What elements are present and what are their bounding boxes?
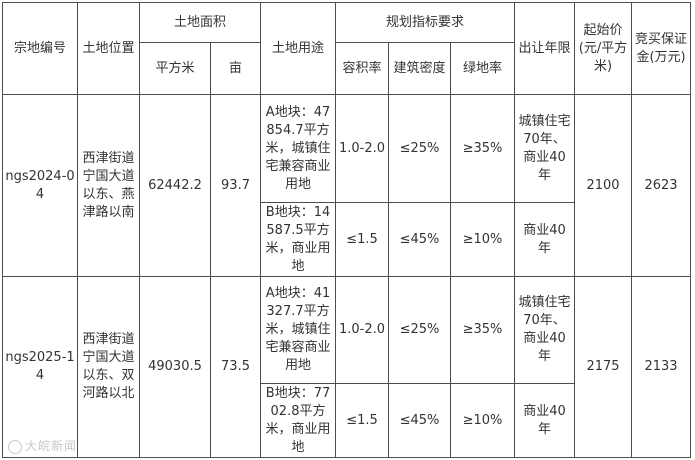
- plot-far: ≤1.5: [335, 202, 390, 277]
- header-start-price: 起始价(元/平方米): [574, 2, 633, 95]
- watermark-text: 大皖新闻: [25, 439, 78, 453]
- start-price: 2175: [574, 276, 633, 458]
- plot-use: A地块：41327.7平方米，城镇住宅兼容商业用地: [260, 276, 337, 384]
- area-sqm: 49030.5: [139, 276, 211, 458]
- plot-far: ≤1.5: [335, 383, 390, 458]
- header-area: 土地面积: [138, 2, 262, 43]
- plot-term: 商业40年: [514, 202, 576, 277]
- table-row: ngs2024-04 西津街道宁国大道以东、燕津路以南 62442.2 93.7…: [2, 94, 692, 277]
- deposit: 2133: [631, 276, 692, 458]
- watermark-logo-icon: [8, 439, 22, 454]
- plot-term: 城镇住宅70年、商业40年: [514, 276, 576, 384]
- watermark: 大皖新闻: [8, 437, 77, 454]
- header-mu: 亩: [209, 42, 262, 95]
- plot-use: A地块：47854.7平方米，城镇住宅兼容商业用地: [260, 94, 337, 203]
- plot-far: 1.0-2.0: [335, 276, 390, 384]
- deposit: 2623: [631, 94, 692, 277]
- plot-green: ≥35%: [450, 276, 516, 384]
- area-mu: 93.7: [209, 94, 262, 277]
- plot-use: B地块：14587.5平方米，商业用地: [260, 202, 337, 277]
- plot-term: 城镇住宅70年、商业40年: [514, 94, 576, 203]
- plot-density: ≤25%: [388, 276, 452, 384]
- parcel-no: ngs2025-14: [2, 276, 78, 458]
- header-planning: 规划指标要求: [335, 2, 516, 43]
- header-deposit: 竞买保证金(万元): [631, 2, 692, 95]
- header-parcel-no: 宗地编号: [2, 2, 78, 95]
- table-row: ngs2025-14 西津街道宁国大道以东、双河路以北 49030.5 73.5…: [2, 276, 692, 458]
- parcel-location: 西津街道宁国大道以东、双河路以北: [77, 276, 140, 458]
- plot-density: ≤25%: [388, 94, 452, 203]
- plot-far: 1.0-2.0: [335, 94, 390, 203]
- plot-use: B地块：7702.8平方米，商业用地: [260, 383, 337, 458]
- start-price: 2100: [574, 94, 633, 277]
- plot-green: ≥10%: [450, 202, 516, 277]
- plot-green: ≥35%: [450, 94, 516, 203]
- header-use: 土地用途: [260, 2, 337, 95]
- area-sqm: 62442.2: [139, 94, 211, 277]
- plot-green: ≥10%: [450, 383, 516, 458]
- plot-density: ≤45%: [388, 383, 452, 458]
- header-far: 容积率: [335, 42, 390, 95]
- header-green: 绿地率: [450, 42, 516, 95]
- table-row: B地块：7702.8平方米，商业用地 ≤1.5 ≤45% ≥10% 商业40年: [3, 383, 691, 458]
- plot-term: 商业40年: [514, 383, 576, 458]
- parcel-location: 西津街道宁国大道以东、燕津路以南: [77, 94, 140, 277]
- table-row: B地块：14587.5平方米，商业用地 ≤1.5 ≤45% ≥10% 商业40年: [3, 202, 691, 277]
- header-density: 建筑密度: [388, 42, 452, 95]
- header-location: 土地位置: [77, 2, 140, 95]
- header-sqm: 平方米: [139, 42, 211, 95]
- header-term: 出让年限: [514, 2, 576, 95]
- plot-density: ≤45%: [388, 202, 452, 277]
- parcel-no: ngs2024-04: [2, 94, 78, 277]
- area-mu: 73.5: [209, 276, 262, 458]
